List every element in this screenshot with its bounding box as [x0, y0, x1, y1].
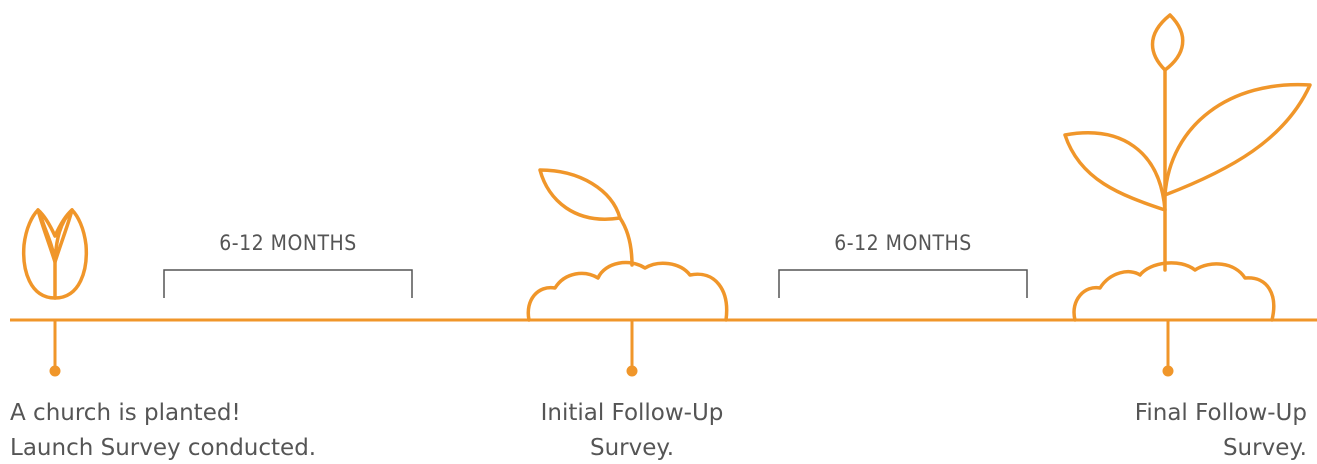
milestone-dot: [1162, 365, 1174, 377]
interval-bracket: [778, 269, 1028, 298]
milestone-text: Launch Survey conducted.: [10, 435, 316, 461]
interval-label: 6-12 MONTHS: [834, 231, 971, 255]
milestone-dot: [49, 365, 61, 377]
milestone-text: A church is planted!: [10, 400, 241, 426]
milestone-text: Final Follow-Up: [1135, 400, 1307, 426]
plant-icon: [1063, 13, 1312, 322]
sprout-icon: [526, 168, 729, 322]
milestone-text: Survey.: [590, 435, 674, 461]
milestone-text: Initial Follow-Up: [541, 400, 724, 426]
tulip-icon: [21, 208, 89, 300]
interval-label: 6-12 MONTHS: [219, 231, 356, 255]
milestone-text: Survey.: [1223, 435, 1307, 461]
interval-bracket: [163, 269, 413, 298]
milestone-dot: [626, 365, 638, 377]
